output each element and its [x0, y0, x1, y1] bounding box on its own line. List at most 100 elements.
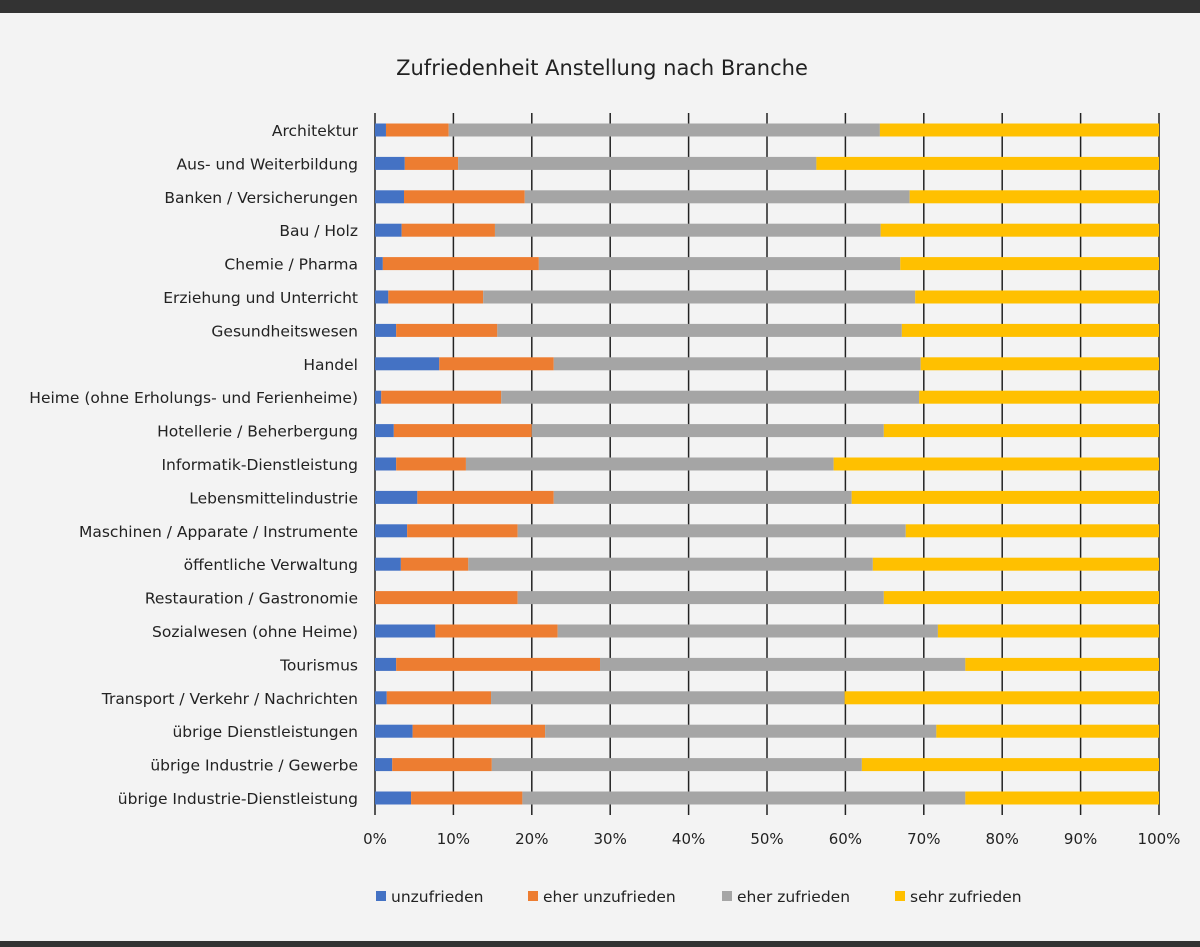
- chart-title: Zufriedenheit Anstellung nach Branche: [396, 56, 808, 80]
- y-category-label: Banken / Versicherungen: [164, 189, 358, 207]
- bar-segment-sehr-zufrieden: [883, 591, 1159, 605]
- bar-segment-eher-zufrieden: [465, 457, 834, 471]
- bar-segment-unzufrieden: [375, 624, 436, 638]
- bar-segment-eher-unzufrieden: [404, 190, 525, 204]
- x-tick-label: 80%: [986, 830, 1019, 848]
- bar-segment-eher-zufrieden: [600, 657, 966, 671]
- y-category-label: Aus- und Weiterbildung: [177, 155, 358, 173]
- bar-segment-eher-zufrieden: [517, 591, 884, 605]
- bar-segment-eher-zufrieden: [501, 390, 920, 404]
- bar-segment-unzufrieden: [375, 323, 397, 337]
- bar-segment-sehr-zufrieden: [965, 657, 1159, 671]
- bottom-bar: [0, 941, 1200, 947]
- bar-segment-sehr-zufrieden: [915, 290, 1159, 304]
- bar-segment-eher-unzufrieden: [388, 290, 484, 304]
- bar-segment-sehr-zufrieden: [861, 758, 1159, 772]
- bar-segment-eher-unzufrieden: [385, 123, 449, 137]
- bar-segment-sehr-zufrieden: [920, 357, 1159, 371]
- bar-segment-unzufrieden: [375, 657, 397, 671]
- bar-segment-eher-zufrieden: [524, 190, 910, 204]
- bar-segment-unzufrieden: [375, 457, 397, 471]
- bar-segment-eher-zufrieden: [483, 290, 916, 304]
- bar-segment-sehr-zufrieden: [936, 724, 1159, 738]
- y-category-label: Architektur: [272, 122, 359, 140]
- legend-swatch: [895, 891, 905, 901]
- bar-segment-eher-zufrieden: [497, 323, 902, 337]
- legend-label: unzufrieden: [391, 888, 483, 906]
- bar-segment-sehr-zufrieden: [901, 323, 1159, 337]
- bar-segment-eher-zufrieden: [468, 557, 873, 571]
- legend-swatch: [722, 891, 732, 901]
- bar-segment-eher-zufrieden: [557, 624, 938, 638]
- bar-segment-eher-unzufrieden: [393, 424, 532, 438]
- bar-segment-eher-unzufrieden: [381, 390, 502, 404]
- bar-segment-eher-unzufrieden: [382, 257, 539, 271]
- y-category-label: Heime (ohne Erholungs- und Ferienheime): [29, 389, 358, 407]
- bar-segment-eher-unzufrieden: [417, 490, 554, 504]
- y-category-label: Gesundheitswesen: [211, 322, 358, 340]
- x-tick-label: 40%: [672, 830, 705, 848]
- bar-segment-eher-unzufrieden: [401, 223, 495, 237]
- y-category-label: übrige Industrie / Gewerbe: [150, 757, 358, 775]
- bar-segment-sehr-zufrieden: [833, 457, 1159, 471]
- bar-segment-sehr-zufrieden: [879, 123, 1159, 137]
- bar-segment-eher-zufrieden: [517, 524, 906, 538]
- legend-label: eher unzufrieden: [543, 888, 676, 906]
- legend-swatch: [376, 891, 386, 901]
- bar-segment-sehr-zufrieden: [880, 223, 1159, 237]
- y-category-label: Sozialwesen (ohne Heime): [152, 623, 358, 641]
- bar-segment-sehr-zufrieden: [919, 390, 1159, 404]
- bar-segment-eher-unzufrieden: [396, 657, 601, 671]
- x-tick-label: 70%: [907, 830, 940, 848]
- bar-segment-unzufrieden: [375, 524, 408, 538]
- bar-segment-eher-unzufrieden: [439, 357, 554, 371]
- y-category-label: Restauration / Gastronomie: [145, 590, 358, 608]
- bar-segment-unzufrieden: [375, 691, 387, 705]
- y-category-label: Transport / Verkehr / Nachrichten: [101, 690, 358, 708]
- y-category-label: übrige Industrie-Dienstleistung: [118, 790, 358, 808]
- bar-segment-unzufrieden: [375, 424, 394, 438]
- y-category-label: Informatik-Dienstleistung: [161, 456, 358, 474]
- bar-segment-sehr-zufrieden: [965, 791, 1159, 805]
- y-category-label: Chemie / Pharma: [224, 256, 358, 274]
- bar-segment-eher-zufrieden: [522, 791, 966, 805]
- bar-segment-unzufrieden: [375, 290, 389, 304]
- bar-segment-sehr-zufrieden: [872, 557, 1159, 571]
- bar-segment-unzufrieden: [375, 557, 401, 571]
- x-tick-label: 20%: [515, 830, 548, 848]
- y-category-label: übrige Dienstleistungen: [172, 723, 358, 741]
- bar-segment-unzufrieden: [375, 357, 440, 371]
- bar-segment-eher-zufrieden: [553, 357, 921, 371]
- bar-segment-eher-zufrieden: [491, 758, 862, 772]
- bar-segment-eher-unzufrieden: [375, 591, 518, 605]
- top-bar: [0, 0, 1200, 13]
- bar-segment-unzufrieden: [375, 724, 413, 738]
- bar-segment-unzufrieden: [375, 156, 405, 170]
- x-tick-label: 10%: [437, 830, 470, 848]
- legend-label: eher zufrieden: [737, 888, 850, 906]
- legend-label: sehr zufrieden: [910, 888, 1022, 906]
- bar-segment-eher-unzufrieden: [392, 758, 492, 772]
- bar-segment-eher-unzufrieden: [396, 323, 498, 337]
- bar-segment-unzufrieden: [375, 223, 402, 237]
- bar-segment-eher-unzufrieden: [404, 156, 459, 170]
- bar-segment-eher-zufrieden: [491, 691, 845, 705]
- bar-segment-unzufrieden: [375, 257, 383, 271]
- bar-segment-sehr-zufrieden: [905, 524, 1159, 538]
- bar-segment-unzufrieden: [375, 791, 412, 805]
- y-category-label: Erziehung und Unterricht: [163, 289, 358, 307]
- bar-segment-unzufrieden: [375, 490, 418, 504]
- x-tick-label: 0%: [363, 830, 387, 848]
- bar-segment-unzufrieden: [375, 390, 382, 404]
- bar-segment-sehr-zufrieden: [900, 257, 1159, 271]
- bar-segment-eher-unzufrieden: [411, 791, 523, 805]
- bar-segment-unzufrieden: [375, 123, 386, 137]
- x-tick-label: 50%: [750, 830, 783, 848]
- x-tick-label: 100%: [1138, 830, 1181, 848]
- bar-segment-sehr-zufrieden: [816, 156, 1159, 170]
- bar-segment-sehr-zufrieden: [844, 691, 1159, 705]
- x-tick-label: 30%: [594, 830, 627, 848]
- bar-segment-eher-unzufrieden: [396, 457, 466, 471]
